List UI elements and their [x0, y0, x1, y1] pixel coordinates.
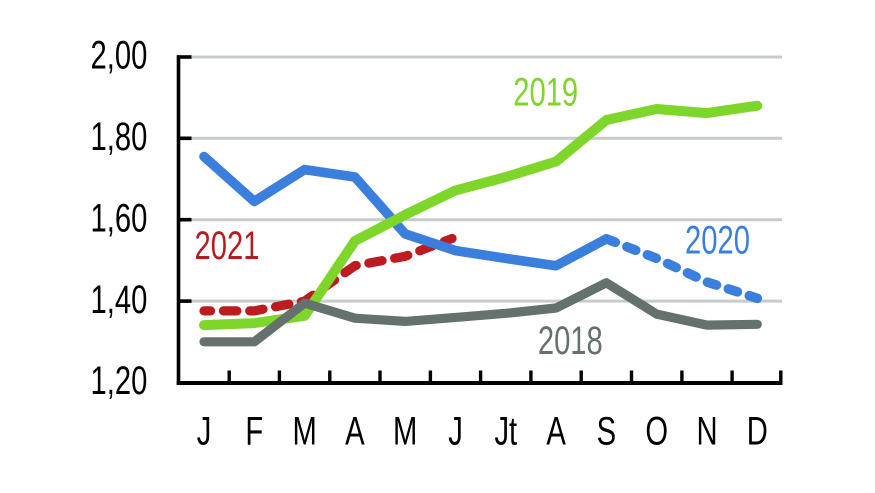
svg-text:1,80: 1,80 [90, 115, 147, 160]
svg-text:1,20: 1,20 [90, 359, 147, 404]
svg-text:J: J [197, 409, 212, 454]
svg-text:N: N [696, 409, 717, 454]
svg-text:Jt: Jt [494, 409, 517, 454]
svg-text:2020: 2020 [685, 218, 750, 263]
svg-text:1,40: 1,40 [90, 277, 147, 322]
svg-text:2018: 2018 [538, 318, 603, 363]
svg-text:O: O [645, 409, 668, 454]
svg-text:S: S [597, 409, 616, 454]
svg-text:A: A [546, 409, 566, 454]
svg-text:2021: 2021 [195, 223, 260, 268]
svg-text:F: F [245, 409, 263, 454]
svg-text:A: A [345, 409, 365, 454]
svg-text:D: D [747, 409, 768, 454]
svg-text:M: M [393, 409, 417, 454]
svg-text:J: J [448, 409, 463, 454]
svg-text:1,60: 1,60 [90, 196, 147, 241]
svg-text:M: M [292, 409, 316, 454]
svg-text:2,00: 2,00 [90, 33, 147, 78]
svg-text:2019: 2019 [513, 70, 578, 115]
